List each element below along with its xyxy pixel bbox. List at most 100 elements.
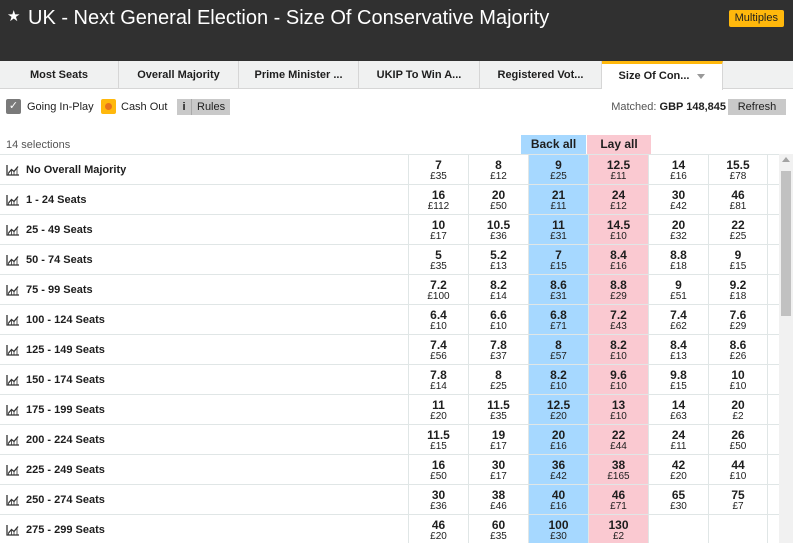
lay-odds-cell[interactable]: 46 £71 bbox=[588, 485, 648, 515]
back-odds-cell[interactable]: 11.5 £35 bbox=[468, 395, 528, 425]
multiples-button[interactable]: Multiples bbox=[728, 10, 784, 27]
runner-name[interactable]: 200 - 224 Seats bbox=[6, 425, 105, 455]
back-odds-cell[interactable]: 10.5 £36 bbox=[468, 215, 528, 245]
lay-all-button[interactable]: Lay all bbox=[587, 135, 651, 154]
back-odds-cell[interactable]: 6.4 £10 bbox=[408, 305, 468, 335]
lay-odds-cell[interactable]: 9.2 £18 bbox=[708, 275, 768, 305]
runner-name[interactable]: 275 - 299 Seats bbox=[6, 515, 105, 543]
chart-icon[interactable] bbox=[6, 164, 26, 176]
chevron-down-icon[interactable] bbox=[697, 73, 706, 79]
back-odds-cell[interactable]: 6.8 £71 bbox=[528, 305, 588, 335]
lay-odds-cell[interactable]: 30 £42 bbox=[648, 185, 708, 215]
lay-odds-cell[interactable]: 65 £30 bbox=[648, 485, 708, 515]
lay-odds-cell[interactable]: 22 £25 bbox=[708, 215, 768, 245]
back-odds-cell[interactable]: 5 £35 bbox=[408, 245, 468, 275]
back-odds-cell[interactable]: 19 £17 bbox=[468, 425, 528, 455]
lay-odds-cell[interactable]: 42 £20 bbox=[648, 455, 708, 485]
lay-odds-cell[interactable]: 26 £50 bbox=[708, 425, 768, 455]
back-odds-cell[interactable]: 100 £30 bbox=[528, 515, 588, 543]
back-odds-cell[interactable]: 8 £12 bbox=[468, 155, 528, 185]
back-odds-cell[interactable]: 6.6 £10 bbox=[468, 305, 528, 335]
back-odds-cell[interactable]: 7 £35 bbox=[408, 155, 468, 185]
chart-icon[interactable] bbox=[6, 524, 26, 536]
lay-odds-cell[interactable]: 8.8 £18 bbox=[648, 245, 708, 275]
back-odds-cell[interactable]: 7.4 £56 bbox=[408, 335, 468, 365]
tab-most-seats[interactable]: Most Seats bbox=[0, 61, 119, 89]
lay-odds-cell[interactable]: 7.4 £62 bbox=[648, 305, 708, 335]
lay-odds-cell[interactable]: 13 £10 bbox=[588, 395, 648, 425]
chart-icon[interactable] bbox=[6, 494, 26, 506]
tab-overall-majority[interactable]: Overall Majority bbox=[119, 61, 239, 89]
lay-odds-cell[interactable]: 12.5 £11 bbox=[588, 155, 648, 185]
lay-odds-cell[interactable]: 9 £51 bbox=[648, 275, 708, 305]
chart-icon[interactable] bbox=[6, 404, 26, 416]
lay-odds-cell[interactable]: 14 £63 bbox=[648, 395, 708, 425]
scrollbar-thumb[interactable] bbox=[781, 171, 791, 316]
star-icon[interactable]: ★ bbox=[7, 8, 21, 25]
back-odds-cell[interactable]: 8.2 £14 bbox=[468, 275, 528, 305]
back-odds-cell[interactable]: 11.5 £15 bbox=[408, 425, 468, 455]
lay-odds-cell[interactable]: 24 £11 bbox=[648, 425, 708, 455]
lay-odds-cell[interactable]: 8.4 £13 bbox=[648, 335, 708, 365]
back-odds-cell[interactable]: 16 £112 bbox=[408, 185, 468, 215]
chart-icon[interactable] bbox=[6, 464, 26, 476]
runner-name[interactable]: No Overall Majority bbox=[6, 155, 126, 185]
lay-odds-cell[interactable]: 46 £81 bbox=[708, 185, 768, 215]
lay-odds-cell[interactable]: 44 £10 bbox=[708, 455, 768, 485]
lay-odds-cell[interactable]: 20 £32 bbox=[648, 215, 708, 245]
back-odds-cell[interactable]: 7.8 £37 bbox=[468, 335, 528, 365]
scroll-up-icon[interactable] bbox=[782, 157, 790, 162]
chart-icon[interactable] bbox=[6, 224, 26, 236]
chart-icon[interactable] bbox=[6, 254, 26, 266]
lay-odds-cell[interactable]: 7.2 £43 bbox=[588, 305, 648, 335]
chart-icon[interactable] bbox=[6, 434, 26, 446]
back-odds-cell[interactable]: 30 £36 bbox=[408, 485, 468, 515]
back-odds-cell[interactable]: 20 £16 bbox=[528, 425, 588, 455]
lay-odds-cell[interactable]: 9 £15 bbox=[708, 245, 768, 275]
back-odds-cell[interactable]: 21 £11 bbox=[528, 185, 588, 215]
tab-prime-minister[interactable]: Prime Minister ... bbox=[239, 61, 359, 89]
runner-name[interactable]: 1 - 24 Seats bbox=[6, 185, 87, 215]
scrollbar[interactable] bbox=[779, 154, 793, 543]
back-odds-cell[interactable]: 5.2 £13 bbox=[468, 245, 528, 275]
runner-name[interactable]: 150 - 174 Seats bbox=[6, 365, 105, 395]
back-odds-cell[interactable]: 46 £20 bbox=[408, 515, 468, 543]
lay-odds-cell[interactable]: 9.8 £15 bbox=[648, 365, 708, 395]
tab-size-of-conservative[interactable]: Size Of Con... bbox=[602, 61, 723, 90]
lay-odds-cell[interactable]: 14 £16 bbox=[648, 155, 708, 185]
lay-odds-cell[interactable]: 8.8 £29 bbox=[588, 275, 648, 305]
lay-odds-cell[interactable]: 130 £2 bbox=[588, 515, 648, 543]
lay-odds-cell[interactable]: 8.2 £10 bbox=[588, 335, 648, 365]
chart-icon[interactable] bbox=[6, 284, 26, 296]
lay-odds-cell[interactable]: 8.4 £16 bbox=[588, 245, 648, 275]
lay-odds-cell[interactable] bbox=[708, 515, 768, 543]
back-odds-cell[interactable]: 36 £42 bbox=[528, 455, 588, 485]
lay-odds-cell[interactable]: 20 £2 bbox=[708, 395, 768, 425]
back-all-button[interactable]: Back all bbox=[521, 135, 586, 154]
back-odds-cell[interactable]: 7.2 £100 bbox=[408, 275, 468, 305]
back-odds-cell[interactable]: 9 £25 bbox=[528, 155, 588, 185]
back-odds-cell[interactable]: 11 £20 bbox=[408, 395, 468, 425]
runner-name[interactable]: 225 - 249 Seats bbox=[6, 455, 105, 485]
chart-icon[interactable] bbox=[6, 314, 26, 326]
back-odds-cell[interactable]: 40 £16 bbox=[528, 485, 588, 515]
refresh-button[interactable]: Refresh bbox=[728, 99, 786, 115]
back-odds-cell[interactable]: 7 £15 bbox=[528, 245, 588, 275]
back-odds-cell[interactable]: 8.2 £10 bbox=[528, 365, 588, 395]
back-odds-cell[interactable]: 12.5 £20 bbox=[528, 395, 588, 425]
lay-odds-cell[interactable]: 14.5 £10 bbox=[588, 215, 648, 245]
tab-ukip-to-win[interactable]: UKIP To Win A... bbox=[359, 61, 480, 89]
back-odds-cell[interactable]: 30 £17 bbox=[468, 455, 528, 485]
chart-icon[interactable] bbox=[6, 374, 26, 386]
back-odds-cell[interactable]: 8.6 £31 bbox=[528, 275, 588, 305]
lay-odds-cell[interactable]: 7.6 £29 bbox=[708, 305, 768, 335]
lay-odds-cell[interactable]: 75 £7 bbox=[708, 485, 768, 515]
lay-odds-cell[interactable]: 38 £165 bbox=[588, 455, 648, 485]
back-odds-cell[interactable]: 60 £35 bbox=[468, 515, 528, 543]
lay-odds-cell[interactable]: 8.6 £26 bbox=[708, 335, 768, 365]
runner-name[interactable]: 25 - 49 Seats bbox=[6, 215, 93, 245]
chart-icon[interactable] bbox=[6, 344, 26, 356]
back-odds-cell[interactable]: 8 £57 bbox=[528, 335, 588, 365]
lay-odds-cell[interactable] bbox=[648, 515, 708, 543]
back-odds-cell[interactable]: 38 £46 bbox=[468, 485, 528, 515]
